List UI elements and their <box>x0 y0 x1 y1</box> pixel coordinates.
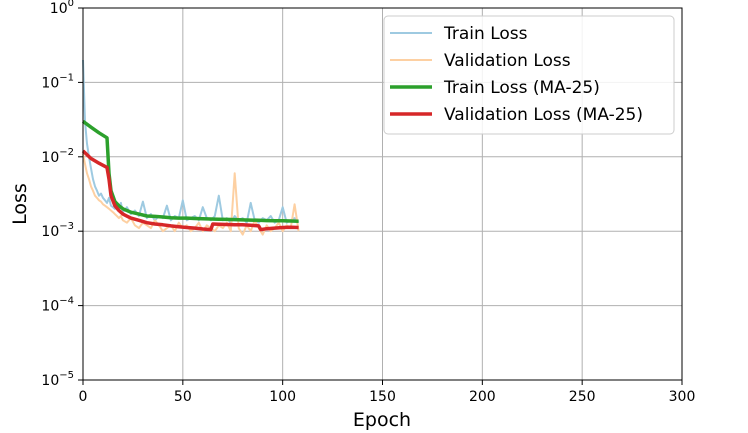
y-tick-base: 10 <box>41 150 59 166</box>
legend-label: Validation Loss <box>444 51 571 71</box>
x-axis-title: Epoch <box>353 409 411 431</box>
y-tick-exponent: −5 <box>59 370 74 381</box>
y-tick-base: 10 <box>41 373 59 389</box>
y-tick-exponent: −3 <box>59 221 74 232</box>
x-tick-label: 150 <box>369 389 396 405</box>
x-tick-label: 50 <box>174 389 192 405</box>
y-tick-base: 10 <box>50 1 68 17</box>
x-tick-label: 0 <box>79 389 88 405</box>
legend-label: Validation Loss (MA-25) <box>444 105 643 125</box>
y-tick-label: 10−4 <box>41 296 74 315</box>
y-tick-exponent: −1 <box>59 72 74 83</box>
y-axis-title: Loss <box>9 183 31 225</box>
x-tick-label: 250 <box>569 389 596 405</box>
series-line-3 <box>81 149 299 232</box>
y-tick-base: 10 <box>41 75 59 91</box>
y-tick-label: 10−1 <box>41 72 74 91</box>
y-tick-exponent: −4 <box>59 296 74 307</box>
x-tick-label: 300 <box>669 389 696 405</box>
y-tick-exponent: −2 <box>59 147 74 158</box>
y-tick-exponent: 0 <box>68 0 74 9</box>
y-tick-base: 10 <box>41 224 59 240</box>
legend: Train Loss Validation Loss Train Loss (MA-… <box>383 15 675 135</box>
y-tick-label: 10−2 <box>41 147 74 166</box>
legend-label: Train Loss <box>443 24 528 44</box>
legend-label: Train Loss (MA-25) <box>443 78 600 98</box>
x-axis-ticks: 0 50 100 150 200 250 300 <box>79 380 696 405</box>
legend-box <box>383 15 675 135</box>
x-tick-label: 200 <box>469 389 496 405</box>
y-tick-label: 100 <box>50 0 74 17</box>
y-tick-label: 10−5 <box>41 370 74 389</box>
series-lines <box>81 59 300 236</box>
x-tick-label: 100 <box>269 389 296 405</box>
y-tick-base: 10 <box>41 299 59 315</box>
y-tick-label: 10−3 <box>41 221 74 240</box>
